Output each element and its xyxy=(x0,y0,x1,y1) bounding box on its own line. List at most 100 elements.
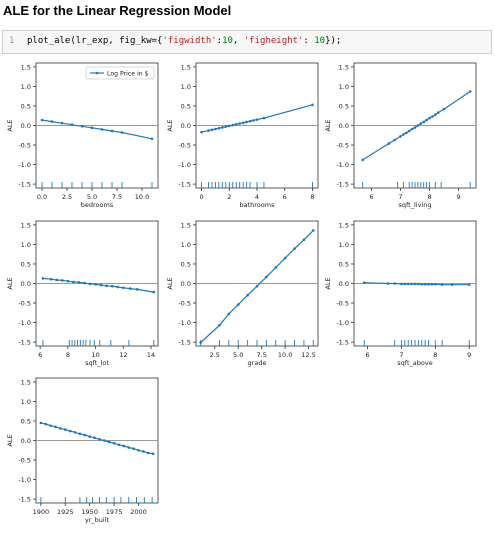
ale-point xyxy=(302,238,306,242)
ale-point xyxy=(252,119,255,122)
y-tick-label: -1.5 xyxy=(336,339,349,347)
ale-point xyxy=(94,282,97,286)
x-tick-label: 7.5 xyxy=(112,193,122,201)
y-axis-label: ALE xyxy=(6,277,14,289)
ale-point xyxy=(436,111,440,114)
ale-point xyxy=(227,124,231,128)
x-tick-label: 2 xyxy=(227,193,231,201)
ale-point xyxy=(425,118,428,122)
y-tick-label: 1.0 xyxy=(339,241,349,249)
ale-point xyxy=(393,282,396,285)
ale-point xyxy=(234,123,238,126)
ale-point xyxy=(66,279,70,283)
ale-point xyxy=(120,131,124,134)
y-tick-label: 1.0 xyxy=(181,241,191,249)
x-tick-label: 2.5 xyxy=(210,351,220,359)
x-tick-label: 5.0 xyxy=(233,351,243,359)
ale-point xyxy=(427,282,430,286)
y-tick-label: -0.5 xyxy=(336,300,349,308)
ale-point xyxy=(135,288,139,291)
ale-point xyxy=(117,443,121,447)
y-tick-label: -1.5 xyxy=(178,181,191,189)
ale-point xyxy=(100,128,104,131)
ale-point xyxy=(73,430,77,434)
ale-point xyxy=(434,282,437,286)
y-tick-label: -1.5 xyxy=(336,181,349,189)
ale-point xyxy=(88,435,91,438)
ale-point xyxy=(218,323,221,327)
ale-point xyxy=(283,256,287,260)
ale-point xyxy=(210,128,214,132)
ale-point xyxy=(49,424,52,427)
ale-point xyxy=(450,283,454,286)
code-line[interactable]: plot_ale(lr_exp, fig_kw={'figwidth':10, … xyxy=(27,36,341,46)
y-tick-label: 0.5 xyxy=(181,102,191,110)
y-tick-label: 0.5 xyxy=(339,102,349,110)
ale-series-line xyxy=(41,119,153,140)
ale-subplot-sqft-living: -1.5 -1.0 -0.5 0.0 0.5 1.0 1.5 6 7 8 9 sqft_living A… xyxy=(324,62,477,209)
y-tick-label: -1.0 xyxy=(18,319,31,327)
x-tick-label: 6 xyxy=(38,351,42,359)
ale-point xyxy=(40,118,44,122)
code-token: 10 xyxy=(222,36,233,46)
y-tick-label: 1.5 xyxy=(21,63,31,71)
ale-point xyxy=(410,127,414,131)
ale-point xyxy=(150,137,154,141)
ale-point xyxy=(59,427,62,430)
ale-point xyxy=(241,121,245,125)
y-tick-label: 0.0 xyxy=(21,280,31,288)
ale-point xyxy=(255,118,259,121)
legend: Log Price in $ xyxy=(85,66,155,80)
y-tick-label: 1.0 xyxy=(181,83,191,91)
y-axis-label: ALE xyxy=(324,277,332,289)
ale-subplot-grade: -1.5 -1.0 -0.5 0.0 0.5 1.0 1.5 2.5 5.0 7.5 10.0 12.… xyxy=(166,220,319,367)
y-axis-label: ALE xyxy=(166,119,174,131)
ale-point xyxy=(137,448,140,452)
ale-point xyxy=(207,129,210,132)
x-axis-label: yr_built xyxy=(85,516,110,524)
x-tick-label: 1950 xyxy=(81,508,98,516)
x-axis-label: bathrooms xyxy=(240,201,276,209)
ale-point xyxy=(245,120,248,124)
x-tick-label: 14 xyxy=(147,351,155,359)
ale-point xyxy=(417,282,420,286)
ale-point xyxy=(430,282,434,286)
ale-point xyxy=(103,439,106,442)
ale-point xyxy=(293,247,296,251)
y-tick-label: 1.0 xyxy=(21,83,31,91)
ale-subplot-yr-built: -1.5 -1.0 -0.5 0.0 0.5 1.0 1.5 1900 1925 1950 1975… xyxy=(6,377,159,524)
ale-point xyxy=(221,126,224,129)
ale-point xyxy=(416,124,420,127)
ale-point xyxy=(224,125,228,128)
ale-point xyxy=(231,123,235,127)
code-cell[interactable]: 1 plot_ale(lr_exp, fig_kw={'figwidth':10… xyxy=(2,30,492,54)
ale-point xyxy=(200,130,203,134)
y-tick-label: 0.0 xyxy=(21,437,31,445)
x-tick-label: 10.0 xyxy=(278,351,292,359)
ale-point xyxy=(72,280,75,284)
x-tick-label: 1975 xyxy=(106,508,123,516)
x-axis-label: sqft_above xyxy=(397,359,432,367)
y-axis-label: ALE xyxy=(6,434,14,446)
x-axis-label: bedrooms xyxy=(81,201,114,209)
ale-point xyxy=(127,446,131,449)
y-tick-label: 0.0 xyxy=(339,280,349,288)
ale-point xyxy=(428,116,431,120)
x-tick-label: 9 xyxy=(457,193,461,201)
ale-point xyxy=(128,287,132,290)
ale-point xyxy=(227,312,231,316)
ale-point xyxy=(423,282,427,286)
y-tick-label: -0.5 xyxy=(336,142,349,150)
ale-point xyxy=(41,277,45,280)
ale-point xyxy=(399,135,402,138)
ale-point xyxy=(265,275,268,279)
y-tick-label: 1.0 xyxy=(21,241,31,249)
y-tick-label: 0.0 xyxy=(21,122,31,130)
x-tick-label: 9 xyxy=(467,351,471,359)
ale-point xyxy=(402,133,405,136)
y-tick-label: 0.5 xyxy=(21,102,31,110)
ale-point xyxy=(107,440,111,444)
y-tick-label: 1.5 xyxy=(181,63,191,71)
ale-point xyxy=(393,138,396,142)
y-axis-label: ALE xyxy=(166,277,174,289)
